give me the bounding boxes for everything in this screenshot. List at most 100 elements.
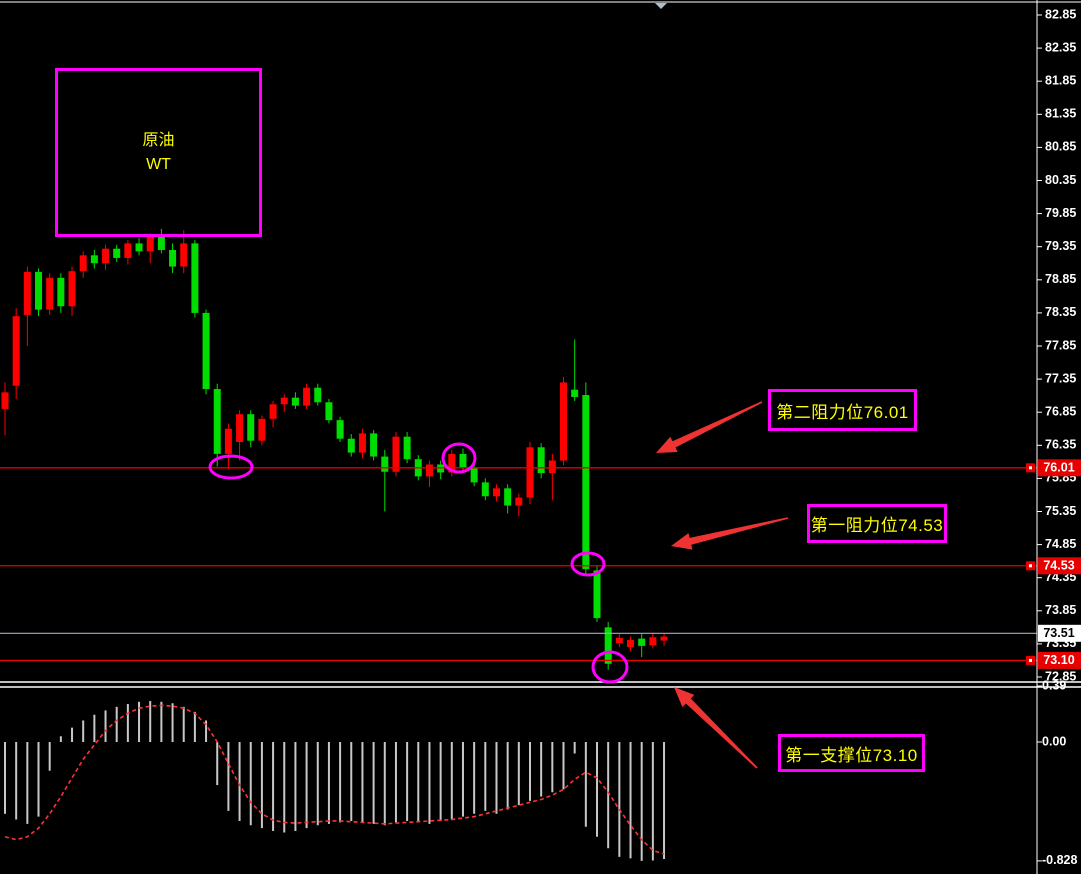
candle-body [169, 250, 177, 267]
candle-body [560, 382, 567, 461]
price-tag-text: 74.53 [1043, 559, 1074, 573]
candle-body [68, 271, 76, 307]
highlight-ellipse[interactable] [591, 650, 629, 684]
resistance2-label-box[interactable]: 第二阻力位76.01 [768, 389, 917, 431]
chart-shift-marker-icon[interactable] [655, 3, 667, 9]
candle-body [236, 414, 244, 442]
highlight-ellipse[interactable] [208, 454, 254, 480]
candle-body [202, 312, 210, 390]
candlestick-series [1, 228, 668, 670]
candle-body [604, 627, 612, 664]
price-axis-label: 76.85 [1045, 404, 1076, 418]
price-axis-label: 80.35 [1045, 173, 1076, 187]
candle-body [303, 387, 311, 406]
candle-body [425, 464, 433, 477]
candle-body [526, 447, 534, 498]
indicator-axis-label: 0.00 [1042, 734, 1066, 748]
candle-body [12, 316, 20, 386]
price-axis[interactable]: 82.85 82.35 81.85 81.35 80.85 80.35 79.85 79.35… [1037, 7, 1081, 683]
resistance1-label: 第一阻力位74.53 [810, 516, 944, 535]
candle-body [1, 392, 9, 409]
candle-body [224, 428, 232, 454]
price-axis-label: 79.85 [1045, 206, 1076, 220]
candle-body [113, 248, 121, 258]
candle-body [358, 433, 366, 453]
resistance1-label-box[interactable]: 第一阻力位74.53 [807, 504, 947, 543]
candle-body [157, 236, 165, 251]
candle-body [470, 468, 478, 483]
price-axis-label: 76.35 [1045, 438, 1076, 452]
price-axis-label: 72.85 [1045, 669, 1076, 683]
price-tag-text: 76.01 [1043, 461, 1074, 475]
candle-body [448, 453, 456, 473]
instrument-symbol: WT [146, 155, 171, 173]
price-tag-73.51 [1038, 624, 1081, 642]
price-axis-label: 82.35 [1045, 40, 1076, 54]
candle-body [403, 436, 411, 460]
candle-body [504, 488, 512, 506]
arrow-to-resistance2[interactable] [656, 401, 763, 453]
price-axis-label: 75.35 [1045, 504, 1076, 518]
candle-body [146, 236, 154, 252]
candle-body [392, 436, 400, 472]
candle-body [35, 271, 43, 310]
indicator-axis[interactable]: 0.39 0.00 -0.828 [1037, 678, 1077, 867]
candle-body [548, 460, 556, 474]
level-line-anchor-dot [1029, 658, 1032, 662]
price-tag-text: 73.51 [1043, 626, 1074, 640]
price-tag-73.10 [1038, 651, 1081, 669]
price-axis-label: 74.85 [1045, 537, 1076, 551]
candle-body [481, 482, 489, 497]
signal-line [4, 704, 665, 855]
candle-body [23, 271, 31, 315]
support1-label-box[interactable]: 第一支撑位73.10 [778, 734, 925, 772]
price-axis-label: 81.85 [1045, 73, 1076, 87]
candle-body [269, 404, 277, 419]
price-axis-label: 82.85 [1045, 7, 1076, 21]
candle-body [124, 243, 132, 258]
candle-body [660, 636, 668, 641]
indicator-histogram [4, 701, 666, 861]
candle-body [492, 488, 500, 497]
candle-body [102, 248, 110, 264]
candle-body [280, 397, 288, 405]
arrow-to-resistance1[interactable] [671, 517, 789, 550]
indicator-axis-label: 0.39 [1042, 678, 1066, 692]
price-axis-label: 79.35 [1045, 239, 1076, 253]
candle-body [515, 497, 523, 506]
candle-body [135, 243, 143, 252]
candle-body [381, 456, 389, 472]
price-tag-74.53 [1038, 557, 1081, 575]
price-axis-label: 78.35 [1045, 305, 1076, 319]
resistance2-label: 第二阻力位76.01 [776, 402, 909, 422]
candle-body [46, 277, 54, 310]
candle-body [615, 637, 623, 644]
candle-body [638, 638, 646, 646]
candle-body [291, 397, 299, 406]
highlight-ellipse[interactable] [441, 442, 477, 474]
support1-label: 第一支撑位73.10 [785, 745, 918, 765]
level-line-anchor-dot [1029, 466, 1032, 470]
candle-body [347, 438, 355, 453]
candle-body [180, 243, 188, 267]
level-line-anchor-dot [1029, 564, 1032, 568]
candle-body [79, 255, 87, 272]
price-axis-label: 81.35 [1045, 107, 1076, 121]
price-axis-label: 73.85 [1045, 603, 1076, 617]
candle-body [370, 433, 378, 457]
candle-body [593, 570, 601, 619]
instrument-label-box[interactable]: 原油 WT [55, 68, 262, 237]
candle-body [537, 447, 545, 474]
candle-body [627, 639, 635, 648]
candle-body [571, 389, 579, 397]
price-axis-label: 78.85 [1045, 272, 1076, 286]
candle-body [314, 387, 322, 403]
price-axis-label: 77.35 [1045, 371, 1076, 385]
instrument-name: 原油 [142, 132, 175, 150]
highlight-ellipse[interactable] [570, 551, 606, 577]
candle-body [336, 420, 344, 439]
candle-body [191, 243, 199, 313]
arrow-to-support1[interactable] [674, 687, 758, 769]
